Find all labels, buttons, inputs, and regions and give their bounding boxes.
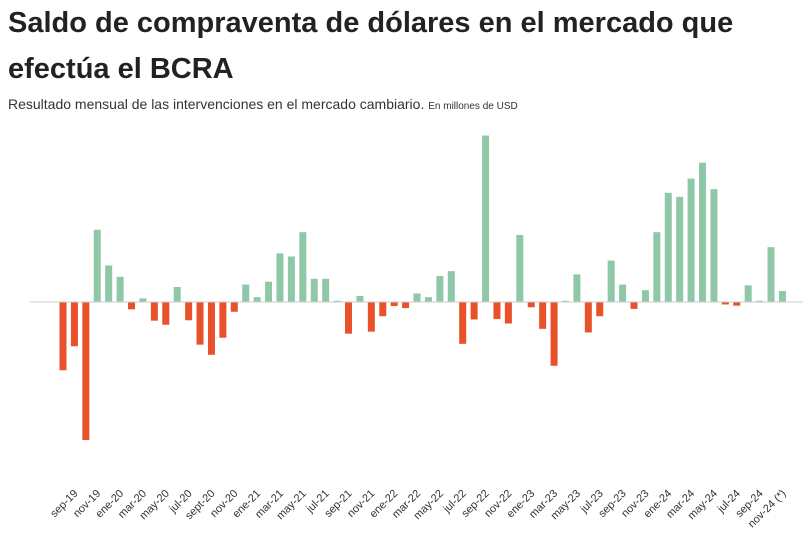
unit-label: En millones de USD xyxy=(428,101,518,112)
bar-oct-19 xyxy=(82,302,90,441)
chart-title: Saldo de compraventa de dólares en el me… xyxy=(8,7,734,85)
bar-ene-21 xyxy=(253,297,261,302)
bar-abr-20 xyxy=(150,302,158,321)
bar-nov-21 xyxy=(367,302,375,332)
bar-nov-23 xyxy=(641,290,649,302)
bar-abr-23 xyxy=(561,300,569,302)
bars-group xyxy=(59,135,786,441)
bar-dic-21 xyxy=(379,302,387,317)
bar-dic-22 xyxy=(516,235,524,302)
bar-ago-24 xyxy=(744,285,752,302)
bar-mar-22 xyxy=(413,293,421,302)
bar-jul-22 xyxy=(459,302,467,344)
bar-sep-23 xyxy=(619,284,627,302)
bar-nov-20 xyxy=(230,302,238,312)
bar-ago-22 xyxy=(470,302,478,320)
bar-jun-22 xyxy=(447,271,455,302)
bar-jun-23 xyxy=(584,302,592,333)
bar-mar-23 xyxy=(550,302,558,366)
bar-dic-19 xyxy=(105,265,113,302)
bar-jul-23 xyxy=(596,302,604,317)
bar-jun-21 xyxy=(310,278,318,302)
bar-sep-21 xyxy=(345,302,352,334)
chart-subtitle: Resultado mensual de las intervenciones … xyxy=(8,96,798,112)
bar-jun-24 xyxy=(721,302,729,305)
bar-nov-24 (*) xyxy=(778,291,786,302)
bar-nov-19 xyxy=(93,229,101,302)
bar-feb-24 xyxy=(676,196,684,302)
x-axis-ticks: sep-19nov-19ene-20mar-20may-20jul-20sept… xyxy=(48,488,788,531)
bar-mar-20 xyxy=(139,298,147,302)
bar-sep-22 xyxy=(482,135,490,302)
bar-abr-21 xyxy=(287,256,295,302)
bar-abr-22 xyxy=(424,297,432,302)
bar-jul-24 xyxy=(733,302,741,306)
bar-oct-24 xyxy=(767,247,775,302)
bar-dic-20 xyxy=(242,284,250,302)
bar-mar-21 xyxy=(276,253,284,302)
bar-ago-21 xyxy=(333,300,341,302)
bar-abr-24 xyxy=(699,162,707,302)
bar-oct-20 xyxy=(219,302,227,338)
bar-ene-22 xyxy=(390,302,398,307)
bar-ago-19 xyxy=(59,302,67,371)
bar-dic-23 xyxy=(653,232,661,302)
bar-may-22 xyxy=(436,276,444,302)
bar-may-24 xyxy=(710,189,718,302)
bar-feb-21 xyxy=(265,281,273,302)
bar-feb-22 xyxy=(402,302,410,309)
bar-feb-23 xyxy=(539,302,547,329)
bar-feb-20 xyxy=(128,302,136,310)
bar-ago-20 xyxy=(196,302,204,345)
bar-oct-22 xyxy=(493,302,501,320)
bar-may-21 xyxy=(299,232,307,302)
bar-may-20 xyxy=(162,302,170,325)
bar-oct-21 xyxy=(356,295,364,302)
bar-sept-20 xyxy=(207,302,215,355)
bar-jun-20 xyxy=(173,286,181,302)
subtitle-text: Resultado mensual de las intervenciones … xyxy=(8,96,425,112)
bar-ene-23 xyxy=(527,302,535,308)
bar-jul-20 xyxy=(185,302,193,321)
bar-sep-19 xyxy=(70,302,78,347)
bar-sep-24 xyxy=(756,300,764,302)
bar-mar-24 xyxy=(687,178,695,302)
bar-may-23 xyxy=(573,274,581,302)
bar-ago-23 xyxy=(607,260,615,302)
bar-ene-24 xyxy=(664,192,672,302)
bar-nov-22 xyxy=(504,302,512,324)
bar-oct-23 xyxy=(630,302,638,309)
bar-jul-21 xyxy=(322,278,330,302)
bar-ene-20 xyxy=(116,276,124,302)
